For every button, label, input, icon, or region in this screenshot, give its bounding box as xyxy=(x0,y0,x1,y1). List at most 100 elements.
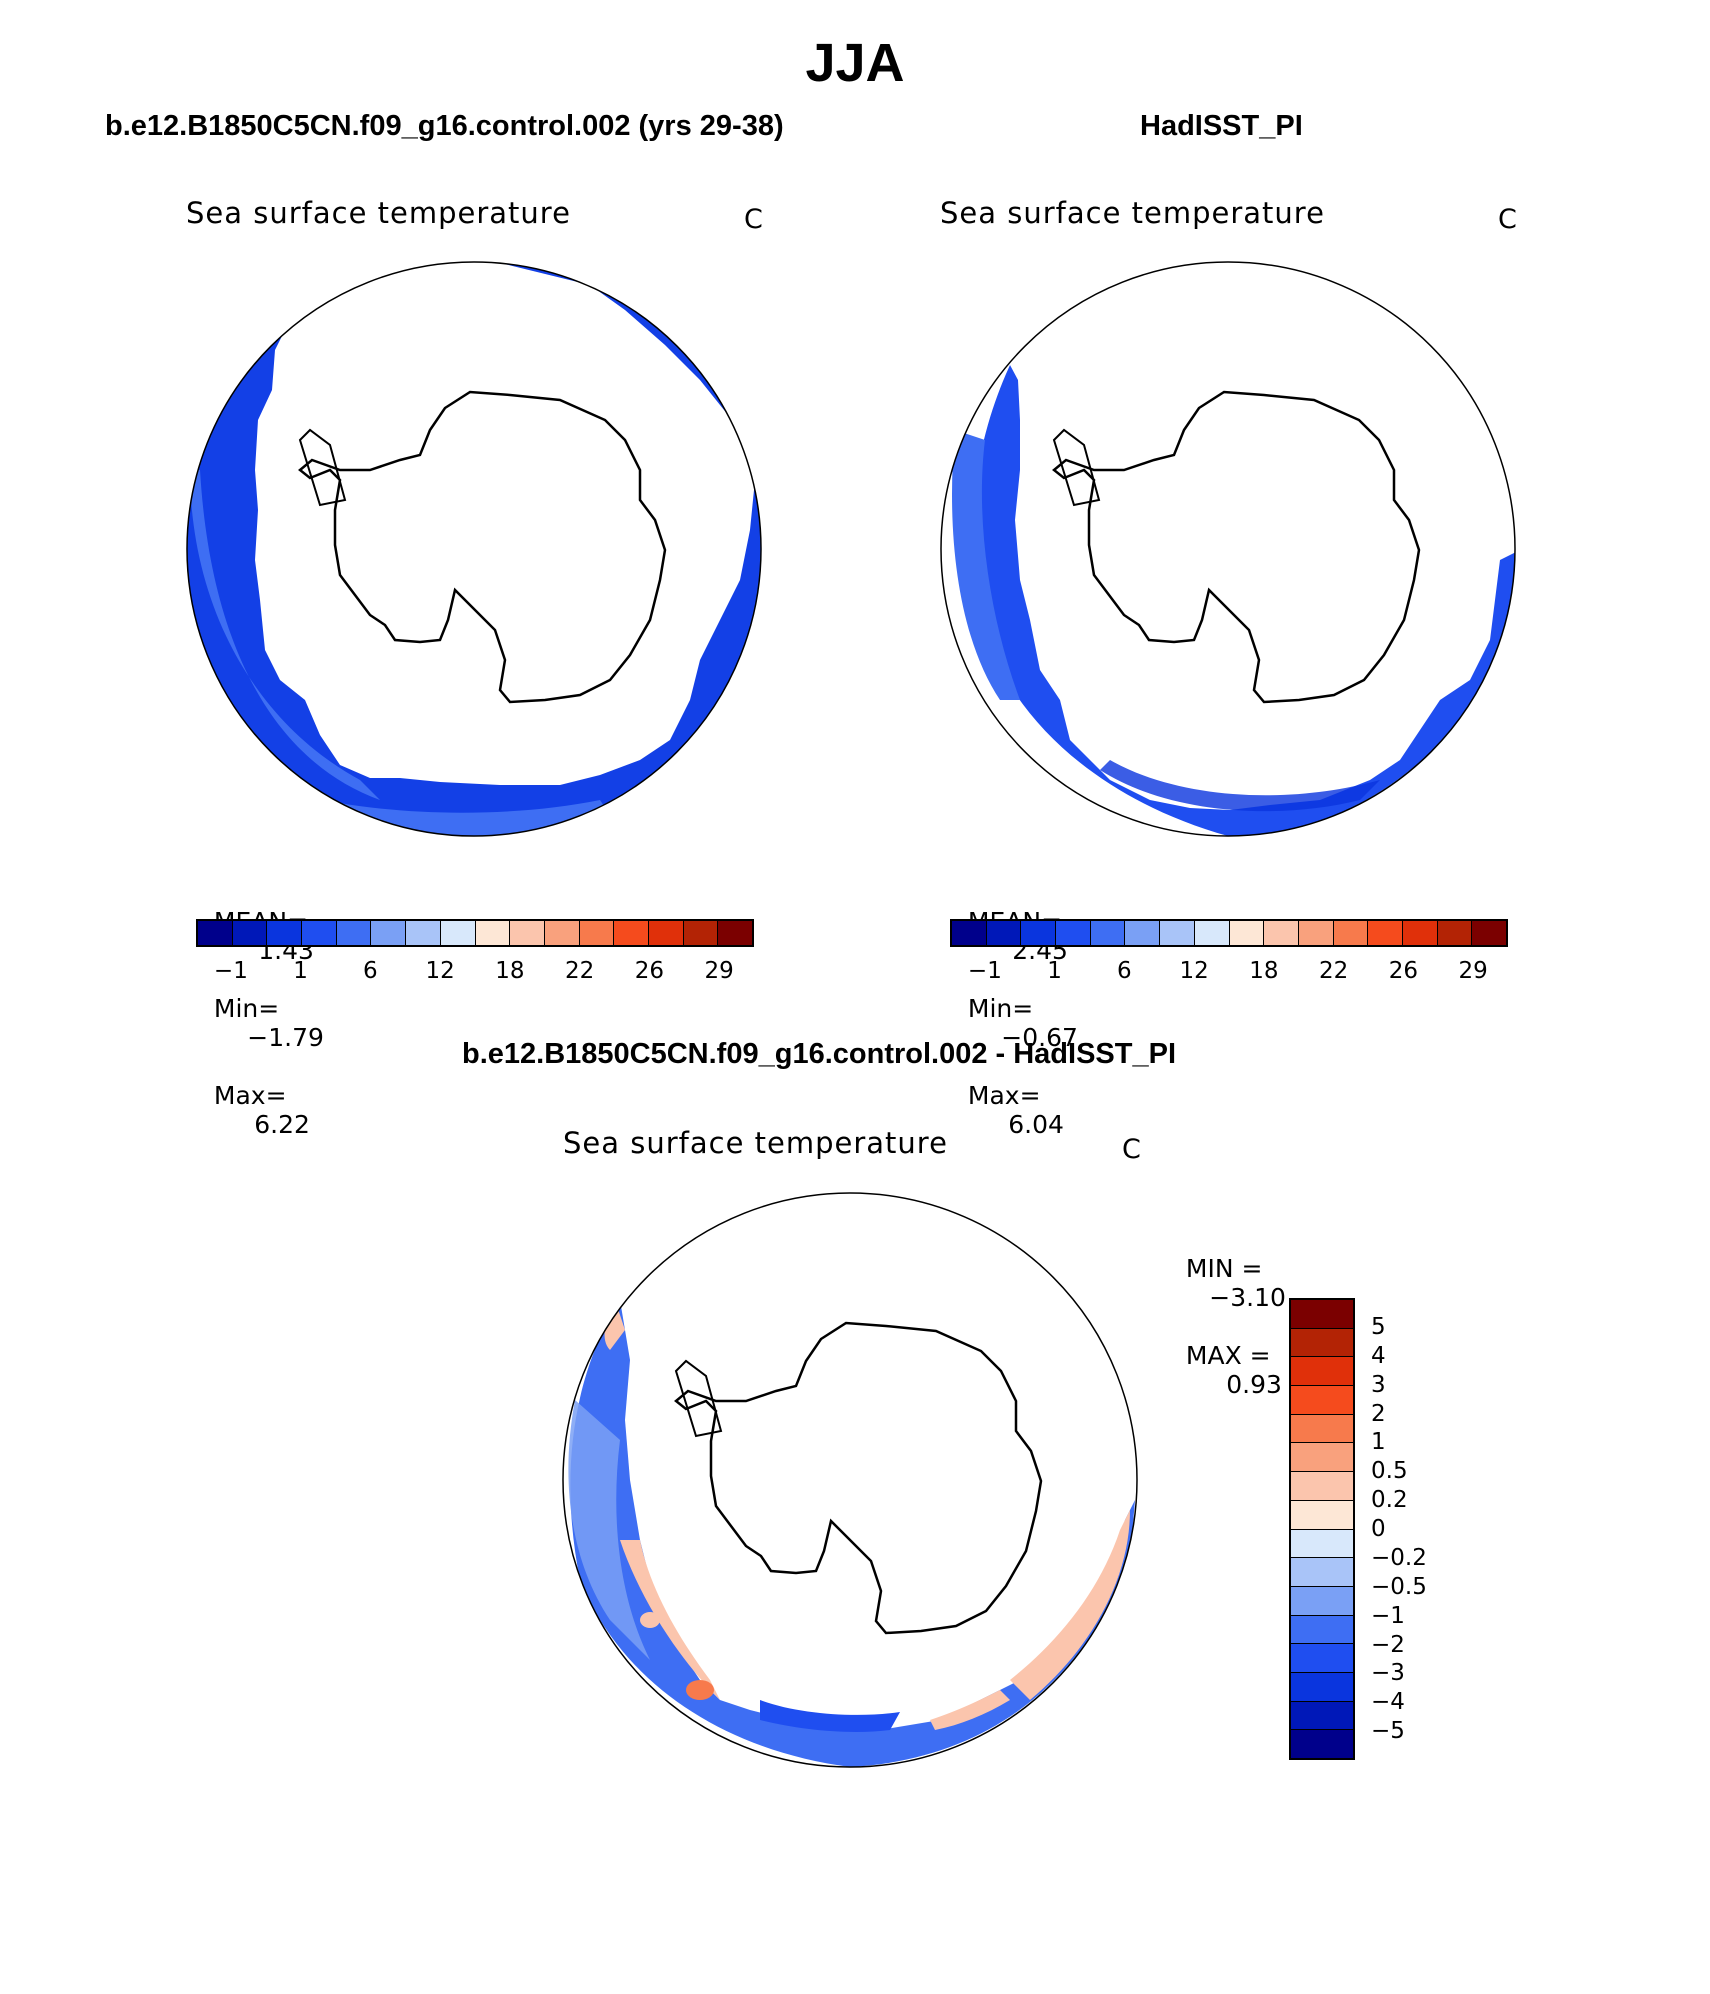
panel1-colorbar-box xyxy=(371,921,407,945)
diff-colorbar-tick-label: −1 xyxy=(1371,1602,1405,1629)
panel2-units: C xyxy=(1498,204,1517,235)
panel1-colorbar-box xyxy=(683,921,719,945)
diff-colorbar-box xyxy=(1291,1414,1353,1444)
panel2-colorbar-tick-label: 1 xyxy=(1047,958,1062,984)
season-title: JJA xyxy=(805,33,905,93)
panel2-colorbar-box xyxy=(1160,921,1195,945)
diff-colorbar xyxy=(1289,1298,1355,1760)
diff-colorbar-box xyxy=(1291,1672,1353,1702)
panel2-colorbar-box xyxy=(1021,921,1057,945)
diff-antarctica-coastline xyxy=(674,1321,1043,1635)
panel1-colorbar-box xyxy=(544,921,580,945)
panel2-colorbar-box xyxy=(1472,921,1506,945)
panel2-stats: MEAN= 2.45 Min= −0.67 Max= 6.04 xyxy=(952,878,1078,1139)
panel1-colorbar-box xyxy=(198,921,233,945)
panel2-colorbar-box xyxy=(1333,921,1369,945)
panel2-colorbar-tick-label: 18 xyxy=(1249,958,1279,984)
diff-units: C xyxy=(1122,1134,1141,1165)
diff-colorbar-tick-label: 0.2 xyxy=(1371,1487,1408,1514)
diff-colorbar-tick-label: 0 xyxy=(1371,1516,1386,1542)
diff-min-label: MIN = xyxy=(1185,1254,1263,1283)
diff-colorbar-tick-label: −2 xyxy=(1371,1631,1405,1658)
diff-colorbar-box xyxy=(1291,1701,1353,1731)
panel2-colorbar-box xyxy=(1368,921,1403,945)
diff-stats: MIN = −3.10 MAX = 0.93 xyxy=(1170,1225,1286,1399)
panel1-colorbar-box xyxy=(267,921,303,945)
diff-colorbar-tick-label: −4 xyxy=(1371,1689,1405,1716)
panel2-colorbar xyxy=(950,919,1508,947)
panel1-colorbar-box xyxy=(648,921,684,945)
panel2-max-value: 6.04 xyxy=(1008,1110,1064,1139)
panel2-map-title: Sea surface temperature xyxy=(940,196,1325,230)
panel2-colorbar-box xyxy=(986,921,1022,945)
panel2-colorbar-tick-label: 26 xyxy=(1388,958,1419,984)
diff-colorbar-ticks: 5 4 3 2 1 0.5 0.2 0 −0.2 −0.5 −1 −2 −3 −4 −5 xyxy=(1371,1298,1451,1760)
panel2-colorbar-ticks: −1 1 6 12 18 22 26 29 xyxy=(950,958,1508,988)
panel2-colorbar-box xyxy=(1194,921,1230,945)
diff-colorbar-box xyxy=(1291,1328,1353,1358)
diff-colorbar-box xyxy=(1291,1730,1353,1758)
panel2-map-border xyxy=(940,261,1516,837)
panel1-colorbar-box xyxy=(614,921,649,945)
panel1-colorbar-tick-label: 22 xyxy=(564,958,595,984)
panel1-colorbar-box xyxy=(336,921,372,945)
diff-map-title: Sea surface temperature xyxy=(563,1126,948,1160)
panel1-colorbar-box xyxy=(475,921,511,945)
diff-colorbar-box xyxy=(1291,1500,1353,1530)
diff-colorbar-box xyxy=(1291,1472,1353,1501)
panel1-colorbar-box xyxy=(510,921,545,945)
panel2-colorbar-box xyxy=(1402,921,1438,945)
diff-colorbar-box xyxy=(1291,1386,1353,1415)
diff-colorbar-box xyxy=(1291,1357,1353,1387)
panel2-colorbar-tick-label: 22 xyxy=(1318,958,1349,984)
panel1-colorbar-tick-label: 6 xyxy=(363,958,378,984)
diff-colorbar-box xyxy=(1291,1586,1353,1616)
panel1-colorbar xyxy=(196,919,754,947)
panel2-colorbar-box xyxy=(1264,921,1299,945)
diff-subtitle: b.e12.B1850C5CN.f09_g16.control.002 - Ha… xyxy=(462,1038,1177,1070)
panel1-max-value: 6.22 xyxy=(254,1110,310,1139)
panel1-colorbar-tick-label: 12 xyxy=(425,958,455,984)
panel1-min-label: Min= xyxy=(213,994,280,1023)
panel1-colorbar-box xyxy=(440,921,476,945)
diff-colorbar-box xyxy=(1291,1558,1353,1587)
panel2-colorbar-box xyxy=(1090,921,1126,945)
diff-colorbar-tick-label: −3 xyxy=(1371,1660,1405,1687)
diff-colorbar-tick-label: 2 xyxy=(1371,1400,1386,1427)
diff-colorbar-box xyxy=(1291,1443,1353,1473)
diff-colorbar-tick-label: −5 xyxy=(1371,1718,1405,1745)
panel1-colorbar-ticks: −1 1 6 12 18 22 26 29 xyxy=(196,958,754,988)
panel1-colorbar-box xyxy=(302,921,337,945)
diff-colorbar-tick-label: 4 xyxy=(1371,1342,1386,1369)
panel2-colorbar-box xyxy=(952,921,987,945)
panel1-colorbar-tick-label: 26 xyxy=(634,958,665,984)
diff-colorbar-box xyxy=(1291,1615,1353,1645)
panel2-colorbar-tick-label: 29 xyxy=(1458,958,1488,984)
diff-colorbar-tick-label: −0.2 xyxy=(1371,1544,1427,1571)
panel1-units: C xyxy=(744,204,763,235)
panel2-colorbar-box xyxy=(1437,921,1473,945)
panel1-colorbar-tick-label: 1 xyxy=(293,958,308,984)
panel2-colorbar-box xyxy=(1298,921,1334,945)
panel1-colorbar-tick-label: −1 xyxy=(213,958,248,984)
panel2-subtitle: HadISST_PI xyxy=(1140,110,1303,142)
panel1-colorbar-tick-label: 18 xyxy=(495,958,525,984)
diff-colorbar-tick-label: −0.5 xyxy=(1371,1573,1427,1600)
panel2-colorbar-box xyxy=(1056,921,1091,945)
diff-colorbar-tick-label: 0.5 xyxy=(1371,1458,1408,1485)
diff-max-value: 0.93 xyxy=(1226,1370,1282,1399)
panel1-colorbar-tick-label: 29 xyxy=(704,958,734,984)
diff-colorbar-box xyxy=(1291,1529,1353,1559)
panel1-colorbar-box xyxy=(406,921,441,945)
panel1-map-border xyxy=(186,261,762,837)
panel1-colorbar-box xyxy=(579,921,615,945)
panel2-colorbar-box xyxy=(1125,921,1161,945)
diff-colorbar-box xyxy=(1291,1300,1353,1329)
panel1-min-value: −1.79 xyxy=(247,1023,324,1052)
diff-colorbar-tick-label: 1 xyxy=(1371,1429,1386,1456)
panel1-colorbar-box xyxy=(718,921,752,945)
panel1-max-label: Max= xyxy=(213,1081,287,1110)
